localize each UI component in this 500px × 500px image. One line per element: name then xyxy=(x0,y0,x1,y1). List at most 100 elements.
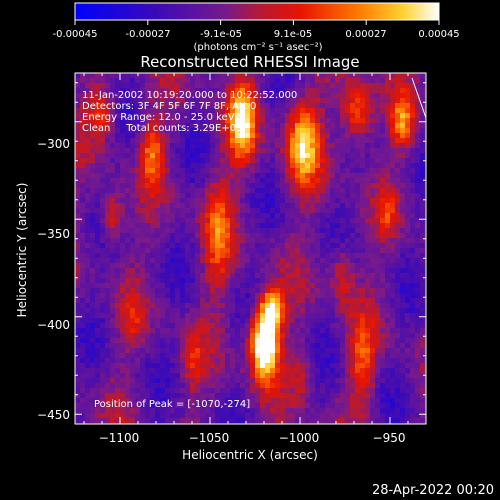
heatmap-cell xyxy=(320,128,326,134)
heatmap-cell xyxy=(330,288,336,294)
heatmap-cell xyxy=(400,103,406,109)
heatmap-cell xyxy=(165,83,171,89)
heatmap-cell xyxy=(205,408,211,414)
heatmap-cell xyxy=(130,98,136,104)
heatmap-cell xyxy=(80,303,86,309)
heatmap-cell xyxy=(300,183,306,189)
heatmap-cell xyxy=(125,258,131,264)
heatmap-cell xyxy=(85,193,91,199)
heatmap-cell xyxy=(165,78,171,84)
heatmap-cell xyxy=(410,73,416,79)
heatmap-cell xyxy=(320,113,326,119)
heatmap-cell xyxy=(225,263,231,269)
heatmap-cell xyxy=(105,278,111,284)
heatmap-cell xyxy=(270,398,276,404)
heatmap-cell xyxy=(320,248,326,254)
heatmap-cell xyxy=(145,408,151,414)
heatmap-cell xyxy=(145,133,151,139)
heatmap-cell xyxy=(395,358,401,364)
heatmap-cell xyxy=(325,263,331,269)
heatmap-cell xyxy=(245,118,251,124)
heatmap-cell xyxy=(325,323,331,329)
heatmap-cell xyxy=(360,283,366,289)
heatmap-cell xyxy=(385,73,391,79)
heatmap-cell xyxy=(290,143,296,149)
heatmap-cell xyxy=(330,253,336,259)
heatmap-cell xyxy=(410,293,416,299)
heatmap-cell xyxy=(195,208,201,214)
heatmap-cell xyxy=(245,223,251,229)
heatmap-cell xyxy=(210,183,216,189)
heatmap-cell xyxy=(80,108,86,114)
heatmap-cell xyxy=(205,348,211,354)
heatmap-cell xyxy=(295,373,301,379)
heatmap-cell xyxy=(240,128,246,134)
heatmap-cell xyxy=(410,118,416,124)
heatmap-cell xyxy=(315,238,321,244)
heatmap-cell xyxy=(110,298,116,304)
heatmap-cell xyxy=(185,348,191,354)
heatmap-cell xyxy=(340,193,346,199)
heatmap-cell xyxy=(370,203,376,209)
heatmap-cell xyxy=(225,203,231,209)
heatmap-cell xyxy=(130,108,136,114)
heatmap-cell xyxy=(315,113,321,119)
heatmap-cell xyxy=(340,328,346,334)
heatmap-cell xyxy=(300,153,306,159)
heatmap-cell xyxy=(370,343,376,349)
heatmap-cell xyxy=(320,223,326,229)
heatmap-cell xyxy=(265,218,271,224)
heatmap-cell xyxy=(390,133,396,139)
heatmap-cell xyxy=(200,193,206,199)
heatmap-cell xyxy=(345,228,351,234)
heatmap-cell xyxy=(110,213,116,219)
heatmap-cell xyxy=(170,208,176,214)
heatmap-cell xyxy=(320,348,326,354)
heatmap-cell xyxy=(180,303,186,309)
heatmap-cell xyxy=(170,218,176,224)
heatmap-cell xyxy=(205,288,211,294)
heatmap-cell xyxy=(125,163,131,169)
heatmap-cell xyxy=(405,198,411,204)
heatmap-cell xyxy=(190,353,196,359)
heatmap-cell xyxy=(305,303,311,309)
heatmap-cell xyxy=(205,303,211,309)
heatmap-cell xyxy=(385,123,391,129)
heatmap-cell xyxy=(90,253,96,259)
heatmap-cell xyxy=(305,338,311,344)
heatmap-cell xyxy=(380,368,386,374)
heatmap-cell xyxy=(325,208,331,214)
heatmap-cell xyxy=(195,323,201,329)
heatmap-cell xyxy=(370,273,376,279)
heatmap-cell xyxy=(120,128,126,134)
heatmap-cell xyxy=(360,303,366,309)
heatmap-cell xyxy=(360,193,366,199)
heatmap-cell xyxy=(165,368,171,374)
heatmap-cell xyxy=(315,418,321,424)
heatmap-cell xyxy=(185,223,191,229)
heatmap-cell xyxy=(130,283,136,289)
heatmap-cell xyxy=(115,173,121,179)
heatmap-cell xyxy=(355,218,361,224)
heatmap-cell xyxy=(390,308,396,314)
heatmap-cell xyxy=(210,173,216,179)
heatmap-cell xyxy=(260,153,266,159)
heatmap-cell xyxy=(270,393,276,399)
heatmap-cell xyxy=(265,318,271,324)
heatmap-cell xyxy=(145,363,151,369)
heatmap-cell xyxy=(325,118,331,124)
heatmap-cell xyxy=(140,178,146,184)
heatmap-cell xyxy=(160,213,166,219)
heatmap-cell xyxy=(230,293,236,299)
heatmap-cell xyxy=(255,373,261,379)
heatmap-cell xyxy=(225,98,231,104)
heatmap-cell xyxy=(230,393,236,399)
heatmap-cell xyxy=(110,133,116,139)
heatmap-cell xyxy=(115,378,121,384)
heatmap-cell xyxy=(150,143,156,149)
heatmap-cell xyxy=(225,348,231,354)
heatmap-cell xyxy=(210,118,216,124)
heatmap-cell xyxy=(290,278,296,284)
heatmap-cell xyxy=(295,143,301,149)
heatmap-cell xyxy=(160,203,166,209)
